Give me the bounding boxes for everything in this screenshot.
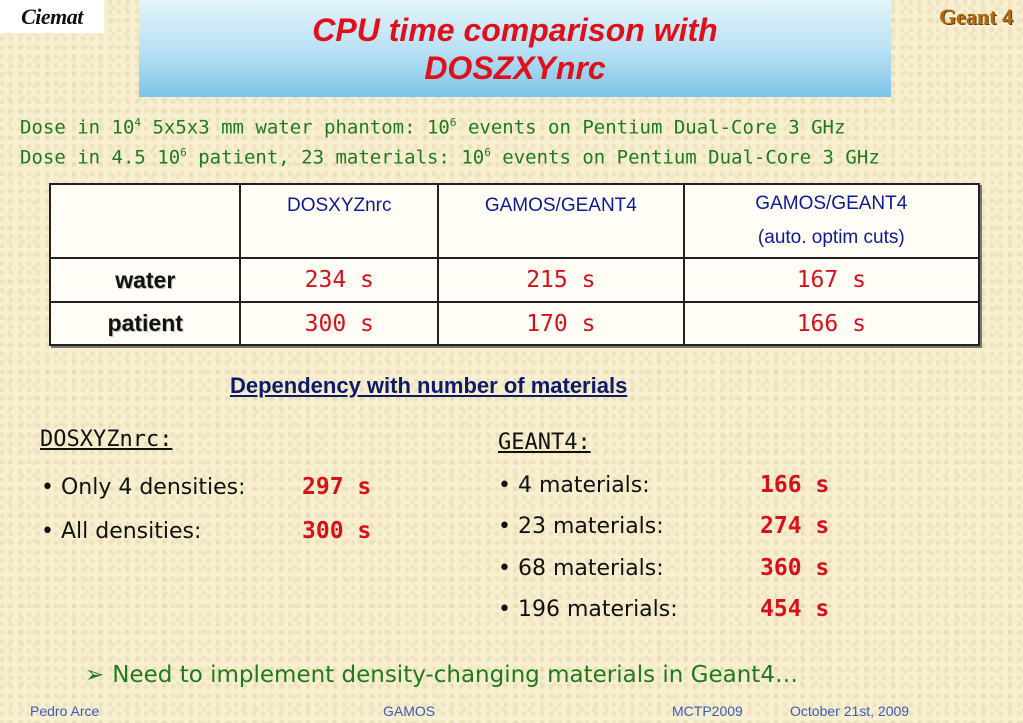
cell-water-dosxyznrc: 234 s — [239, 257, 440, 303]
conclusion-text: Need to implement density-changing mater… — [112, 662, 798, 688]
dosxyz-item-value: 297 s — [302, 474, 372, 500]
geant4-item-value: 166 s — [760, 472, 830, 498]
arrow-bullet-icon: ➢ — [85, 662, 105, 688]
table-row: patient 300 s 170 s 166 s — [48, 301, 981, 346]
dosxyz-heading: DOSXYZnrc: — [40, 427, 173, 452]
geant4-item-label: • 68 materials: — [498, 556, 664, 581]
comparison-table: DOSXYZnrc GAMOS/GEANT4 GAMOS/GEANT4 (aut… — [48, 183, 981, 346]
dosxyz-item-label: • All densities: — [41, 519, 202, 544]
geant4-item-value: 360 s — [760, 555, 830, 581]
geant4-item-label: • 23 materials: — [498, 514, 664, 539]
table-header-dosxyznrc: DOSXYZnrc — [239, 183, 440, 259]
footer-author: Pedro Arce — [30, 703, 100, 719]
table-header-row: DOSXYZnrc GAMOS/GEANT4 GAMOS/GEANT4 (aut… — [48, 183, 981, 259]
geant4-item-value: 454 s — [760, 596, 830, 622]
title-banner: CPU time comparison with DOSZXYnrc — [139, 0, 891, 97]
cell-water-gamos-auto: 167 s — [682, 257, 981, 303]
footer-project: GAMOS — [383, 703, 436, 719]
dose-line-2-mid: patient, 23 materials: 10 — [186, 146, 485, 169]
table-row: water 234 s 215 s 167 s — [48, 257, 981, 303]
table-header-gamos-auto-line1: GAMOS/GEANT4 — [755, 193, 908, 214]
dosxyz-item-value: 300 s — [302, 518, 372, 544]
geant4-item-value: 274 s — [760, 513, 830, 539]
cell-patient-gamos-auto: 166 s — [682, 301, 981, 346]
cell-patient-dosxyznrc: 300 s — [239, 301, 440, 346]
ciemat-logo: Ciemat — [0, 0, 104, 33]
geant4-logo: Geant 4 — [939, 4, 1013, 29]
dose-line-1-post: events on Pentium Dual-Core 3 GHz — [456, 116, 846, 139]
row-label-water: water — [48, 257, 242, 303]
table-header-empty — [48, 183, 242, 259]
logo-text: Ciemat — [21, 3, 83, 29]
dose-line-2-pre: Dose in 4.5 10 — [20, 146, 181, 169]
conclusion-line: ➢ Need to implement density-changing mate… — [85, 662, 798, 688]
title-line-1: CPU time comparison with — [312, 11, 718, 48]
footer-event: MCTP2009 — [672, 703, 743, 719]
table-header-gamos: GAMOS/GEANT4 — [437, 183, 685, 259]
dose-line-1-sup: 4 — [134, 116, 142, 129]
dose-line-2-sup: 6 — [180, 146, 187, 159]
table-header-gamos-auto-line2: (auto. optim cuts) — [757, 227, 905, 248]
dose-line-2: Dose in 4.5 106 patient, 23 materials: 1… — [20, 146, 880, 168]
cell-patient-gamos: 170 s — [437, 301, 685, 346]
dose-line-2-sup2: 6 — [484, 146, 491, 159]
footer-date: October 21st, 2009 — [790, 703, 910, 719]
geant4-item-label: • 4 materials: — [498, 473, 650, 498]
dose-line-1-mid: 5x5x3 mm water phantom: 10 — [141, 116, 450, 139]
dependency-title: Dependency with number of materials — [230, 373, 628, 398]
cell-water-gamos: 215 s — [437, 257, 685, 303]
dose-line-1-sup2: 6 — [449, 116, 457, 129]
row-label-patient: patient — [48, 301, 242, 346]
geant4-item-label: • 196 materials: — [498, 597, 678, 622]
dosxyz-item-label: • Only 4 densities: — [41, 475, 246, 500]
dose-line-2-post: events on Pentium Dual-Core 3 GHz — [490, 146, 880, 169]
dose-line-1: Dose in 104 5x5x3 mm water phantom: 106 … — [20, 116, 845, 138]
table-header-gamos-auto: GAMOS/GEANT4 (auto. optim cuts) — [682, 183, 981, 259]
dose-line-1-pre: Dose in 10 — [20, 116, 135, 139]
title-line-2: DOSZXYnrc — [424, 49, 606, 86]
geant4-heading: GEANT4: — [498, 430, 591, 455]
